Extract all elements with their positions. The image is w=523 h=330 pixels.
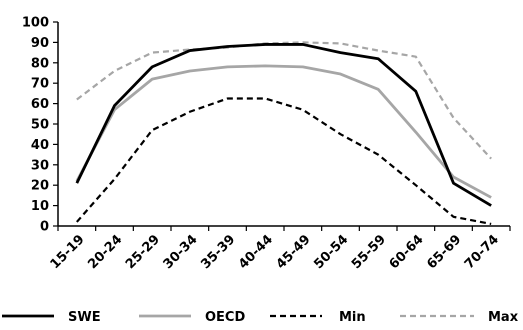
y-tick-label: 90	[31, 36, 49, 51]
y-tick-label: 0	[40, 220, 49, 235]
y-tick-label: 30	[31, 158, 49, 173]
y-tick-label: 100	[22, 16, 49, 31]
x-tick-label: 45-49	[274, 232, 314, 272]
y-tick-label: 50	[31, 118, 49, 133]
x-tick-label: 35-39	[198, 232, 238, 272]
legend-label-max: Max	[488, 310, 519, 325]
y-tick-label: 10	[31, 199, 49, 214]
x-tick-label: 60-64	[387, 232, 427, 272]
y-tick-label: 80	[31, 56, 49, 71]
legend-label-oecd: OECD	[205, 310, 245, 325]
x-tick-label: 25-29	[123, 232, 163, 272]
series-line-min	[76, 97, 492, 226]
series-lines	[75, 41, 492, 226]
x-tick-label: 55-59	[349, 232, 389, 272]
y-tick-label: 70	[31, 77, 49, 92]
legend-label-min: Min	[339, 310, 366, 325]
x-tick-label: 70-74	[462, 232, 502, 272]
x-tick-label: 50-54	[311, 232, 351, 272]
x-tick-label: 15-19	[48, 232, 88, 272]
series-line-oecd	[75, 64, 492, 199]
legend: SWE OECD Min Max	[2, 310, 519, 325]
legend-label-swe: SWE	[68, 310, 101, 325]
y-tick-label: 60	[31, 97, 49, 112]
x-tick-label: 40-44	[236, 232, 276, 272]
x-tick-label: 20-24	[85, 232, 125, 272]
y-tick-label: 40	[31, 138, 49, 153]
x-tick-label: 30-34	[161, 232, 201, 272]
series-line-swe	[75, 43, 492, 207]
x-tick-label: 65-69	[424, 232, 464, 272]
y-tick-label: 20	[31, 179, 49, 194]
series-line-max	[76, 41, 492, 160]
